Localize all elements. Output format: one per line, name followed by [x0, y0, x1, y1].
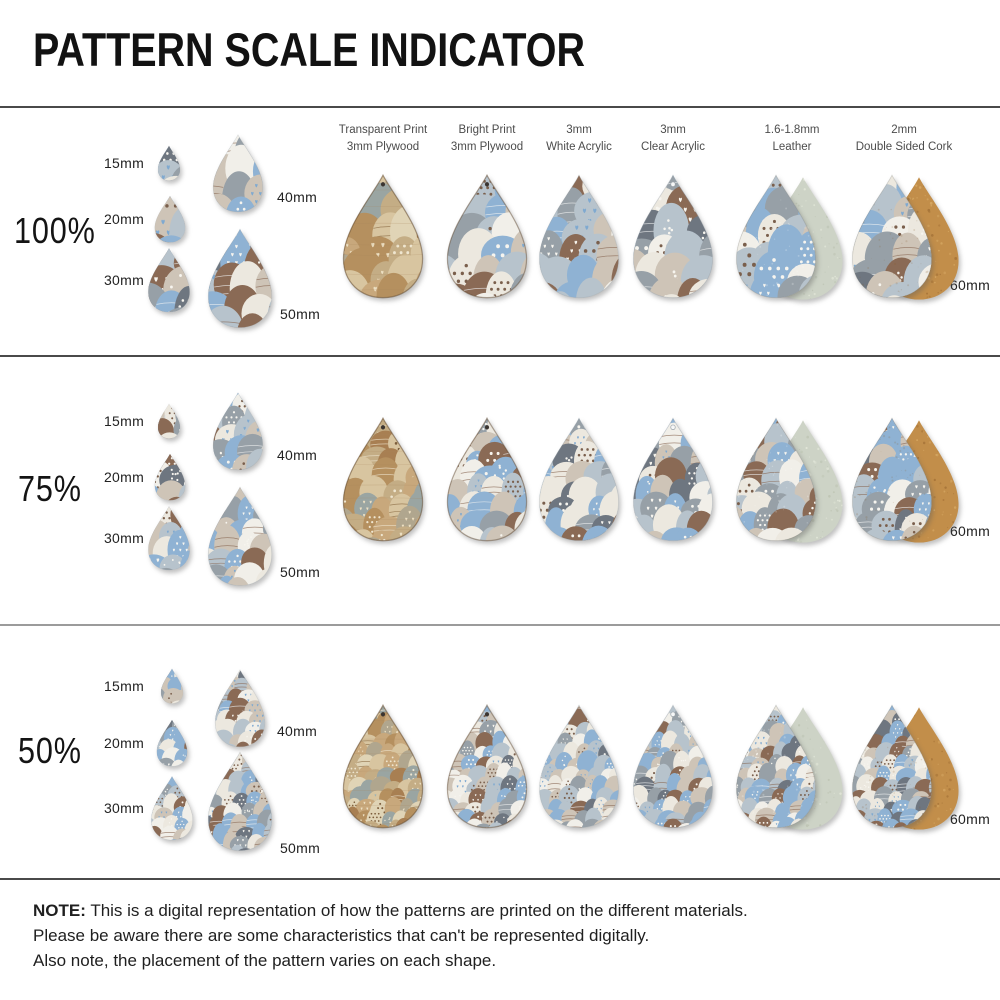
size-label-60mm: 60mm	[949, 523, 991, 539]
teardrop-40mm	[211, 391, 265, 471]
divider-line-1	[0, 106, 1000, 108]
teardrop-50mm	[206, 485, 275, 587]
size-label-15mm: 15mm	[103, 678, 145, 694]
material-header-leather: 1.6-1.8mm Leather	[764, 124, 820, 154]
teardrop-60mm-leather	[733, 703, 819, 830]
material-header-transparent-plywood: Transparent Print 3mm Plywood	[338, 124, 428, 154]
teardrop-60mm-leather	[733, 173, 819, 300]
teardrop-50mm	[206, 227, 275, 329]
teardrop-60mm-cork	[849, 416, 935, 543]
size-label-20mm: 20mm	[103, 735, 145, 751]
size-label-30mm: 30mm	[103, 530, 145, 546]
scale-label-50: 50%	[18, 730, 82, 771]
teardrop-60mm-transparent-plywood	[340, 173, 426, 300]
divider-line-2	[0, 355, 1000, 357]
size-label-50mm: 50mm	[279, 306, 321, 322]
teardrop-60mm-bright-plywood	[444, 173, 530, 300]
teardrop-15mm	[157, 145, 181, 181]
size-label-40mm: 40mm	[276, 447, 318, 463]
material-header-bright-plywood: Bright Print 3mm Plywood	[450, 124, 524, 154]
divider-line-3	[0, 624, 1000, 626]
size-label-50mm: 50mm	[279, 564, 321, 580]
size-label-40mm: 40mm	[276, 189, 318, 205]
size-label-50mm: 50mm	[279, 840, 321, 856]
size-label-15mm: 15mm	[103, 155, 145, 171]
teardrop-60mm-clear-acrylic	[630, 416, 716, 543]
note-prefix: NOTE:	[33, 901, 86, 920]
teardrop-60mm-clear-acrylic	[630, 703, 716, 830]
teardrop-30mm	[150, 775, 195, 841]
teardrop-15mm	[157, 403, 181, 439]
teardrop-40mm	[211, 133, 265, 213]
teardrop-60mm-white-acrylic	[536, 173, 622, 300]
teardrop-20mm	[156, 719, 189, 767]
teardrop-40mm	[213, 668, 267, 748]
teardrop-20mm	[154, 453, 187, 501]
teardrop-60mm-white-acrylic	[536, 416, 622, 543]
teardrop-30mm	[147, 247, 192, 313]
note-text: NOTE: This is a digital representation o…	[33, 901, 748, 970]
page-title: PATTERN SCALE INDICATOR	[33, 23, 585, 76]
teardrop-60mm-cork	[849, 703, 935, 830]
scale-label-75: 75%	[18, 468, 82, 509]
teardrop-60mm-leather	[733, 416, 819, 543]
size-label-30mm: 30mm	[103, 272, 145, 288]
material-header-clear-acrylic: 3mm Clear Acrylic	[641, 124, 705, 154]
teardrop-60mm-cork	[849, 173, 935, 300]
size-label-20mm: 20mm	[103, 469, 145, 485]
teardrop-15mm	[160, 668, 184, 704]
size-label-60mm: 60mm	[949, 811, 991, 827]
teardrop-50mm	[206, 750, 275, 852]
size-label-60mm: 60mm	[949, 277, 991, 293]
size-label-30mm: 30mm	[103, 800, 145, 816]
divider-line-4	[0, 878, 1000, 880]
teardrop-20mm	[154, 195, 187, 243]
scale-row-75: 75% 15mm 20mm 30mm 40mm 50mm 60mm	[0, 357, 1000, 626]
material-header-white-acrylic: 3mm White Acrylic	[546, 124, 612, 154]
size-label-40mm: 40mm	[276, 723, 318, 739]
scale-row-50: 50% 15mm 20mm 30mm 40mm 50mm 60mm	[0, 626, 1000, 880]
teardrop-60mm-transparent-plywood	[340, 703, 426, 830]
teardrop-60mm-bright-plywood	[444, 703, 530, 830]
teardrop-60mm-white-acrylic	[536, 703, 622, 830]
scale-label-100: 100%	[14, 210, 96, 251]
size-label-20mm: 20mm	[103, 211, 145, 227]
teardrop-60mm-bright-plywood	[444, 416, 530, 543]
teardrop-30mm	[147, 505, 192, 571]
teardrop-60mm-transparent-plywood	[340, 416, 426, 543]
scale-row-100: Transparent Print 3mm Plywood Bright Prin…	[0, 110, 1000, 357]
size-label-15mm: 15mm	[103, 413, 145, 429]
material-header-cork: 2mm Double Sided Cork	[855, 124, 953, 154]
teardrop-60mm-clear-acrylic	[630, 173, 716, 300]
